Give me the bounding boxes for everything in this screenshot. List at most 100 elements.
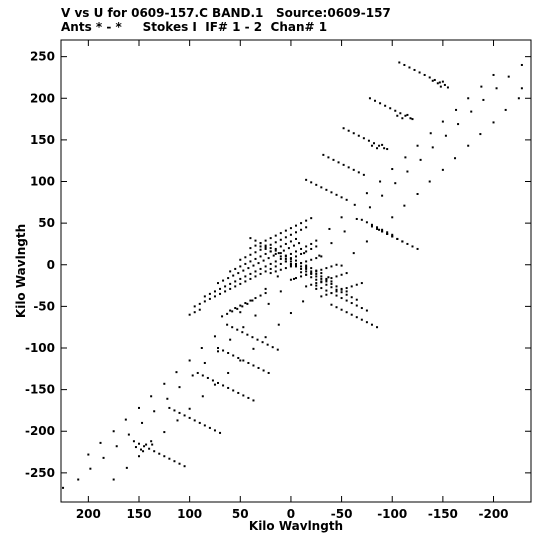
y-tick-label: -50 — [33, 299, 55, 313]
y-tick-label: 50 — [38, 216, 55, 230]
y-tick-label: -250 — [25, 466, 55, 480]
data-point — [365, 321, 368, 324]
data-point — [112, 478, 115, 481]
data-point — [267, 257, 270, 260]
data-point — [254, 257, 257, 260]
data-point — [340, 264, 343, 267]
data-point — [289, 252, 292, 255]
data-point — [470, 110, 473, 113]
data-point — [137, 406, 140, 409]
data-point — [325, 267, 328, 270]
data-point — [303, 252, 306, 255]
data-point — [137, 455, 140, 458]
data-point — [345, 290, 348, 293]
data-point — [295, 265, 297, 268]
data-point — [335, 294, 338, 297]
data-point — [446, 86, 449, 89]
data-point — [383, 147, 386, 150]
data-point — [284, 267, 287, 270]
data-point — [276, 348, 279, 351]
data-point — [227, 371, 230, 374]
data-point — [411, 245, 414, 248]
data-point — [295, 237, 297, 240]
data-point — [203, 424, 206, 427]
data-point — [150, 395, 153, 398]
data-point — [335, 290, 338, 293]
data-point — [315, 275, 318, 278]
data-point — [252, 364, 255, 367]
y-tick-label: 250 — [30, 50, 55, 64]
data-point — [217, 381, 220, 384]
data-point — [284, 260, 287, 263]
data-point — [455, 108, 458, 111]
data-point — [342, 127, 345, 130]
data-point — [175, 371, 178, 374]
data-point — [340, 297, 343, 300]
data-point — [198, 302, 201, 305]
data-point — [322, 153, 325, 156]
data-point — [416, 247, 419, 250]
data-point — [416, 193, 419, 195]
data-point — [335, 285, 338, 288]
data-point — [353, 203, 356, 206]
data-point — [234, 280, 237, 283]
data-point — [289, 262, 292, 265]
data-point — [188, 313, 191, 316]
data-point — [249, 260, 252, 263]
data-point — [360, 318, 363, 321]
data-point — [300, 267, 303, 270]
data-point — [335, 288, 338, 291]
data-point — [345, 198, 348, 201]
data-point — [208, 292, 211, 295]
data-point — [229, 270, 232, 273]
data-point — [378, 144, 381, 147]
data-point — [244, 280, 247, 283]
data-point — [360, 282, 363, 285]
data-point — [252, 347, 255, 350]
data-point — [249, 272, 252, 275]
data-point — [325, 278, 328, 281]
data-point — [365, 309, 368, 312]
data-point — [222, 279, 225, 282]
data-point — [274, 260, 277, 263]
x-tick-label: -200 — [479, 507, 509, 521]
data-point — [315, 287, 318, 290]
data-point — [264, 252, 267, 255]
data-point — [274, 234, 277, 237]
data-point — [208, 297, 211, 300]
data-point — [327, 276, 330, 279]
data-point — [191, 374, 194, 377]
axis-ticks: 200 150 100 50 0 -50 -100 -150 -200 250 200 150 100 5… — [25, 40, 531, 521]
data-point — [365, 221, 368, 224]
data-point — [330, 265, 333, 268]
data-point — [330, 282, 333, 285]
data-point — [467, 144, 470, 147]
data-point — [269, 272, 272, 275]
data-point — [247, 361, 250, 364]
data-point — [239, 277, 242, 280]
data-point — [295, 255, 297, 258]
data-point — [350, 285, 353, 288]
data-point — [239, 265, 242, 268]
data-point — [320, 272, 323, 275]
data-point — [252, 264, 255, 267]
data-point — [376, 226, 379, 229]
data-point — [124, 418, 127, 421]
data-point — [289, 278, 292, 281]
y-tick-label: 0 — [47, 258, 55, 272]
data-point — [140, 448, 143, 451]
data-point — [347, 129, 350, 132]
data-point — [399, 112, 402, 115]
data-point — [102, 456, 105, 459]
data-point — [239, 282, 242, 285]
y-tick-label: -200 — [25, 424, 55, 438]
x-tick-label: 150 — [126, 507, 151, 521]
data-point — [259, 248, 262, 251]
data-point — [153, 410, 156, 413]
data-point — [269, 237, 272, 240]
data-point — [330, 242, 333, 245]
data-point — [320, 280, 323, 283]
data-point — [274, 247, 277, 250]
data-point — [441, 80, 444, 83]
